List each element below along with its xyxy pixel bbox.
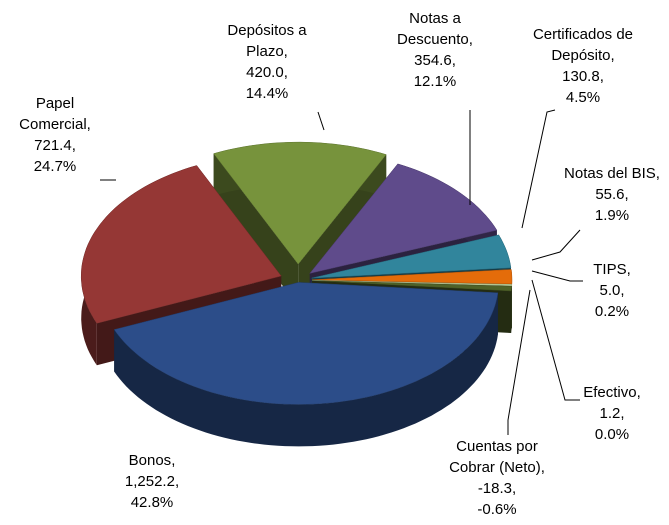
- leader-line: [317, 111, 325, 131]
- category-label: Depósitos a Plazo: [227, 22, 307, 60]
- value-label: 1,252.2: [124, 473, 175, 490]
- separator: ,: [451, 52, 456, 69]
- slice: [311, 280, 513, 292]
- percent-label: 42.8%: [130, 494, 174, 511]
- data-label: Notas del BIS, 55.6, 1.9%: [557, 163, 667, 226]
- category-label: Certificados de Depósito: [532, 26, 634, 64]
- separator: ,: [174, 473, 180, 490]
- value-label: -18.3: [477, 480, 513, 497]
- percent-label: 0.0%: [594, 426, 630, 443]
- data-label: Cuentas por Cobrar (Neto), -18.3, -0.6%: [432, 436, 562, 520]
- separator: ,: [468, 31, 473, 48]
- value-label: 721.4: [34, 137, 72, 154]
- value-label: 5.0: [599, 282, 621, 299]
- value-label: 55.6: [595, 186, 625, 203]
- value-label: 354.6: [414, 52, 452, 69]
- value-label: 420.0: [246, 64, 284, 81]
- leader-line: [531, 270, 583, 282]
- value-label: 130.8: [562, 68, 600, 85]
- leader-line: [531, 229, 581, 261]
- data-label: Papel Comercial, 721.4, 24.7%: [5, 93, 105, 177]
- separator: ,: [655, 165, 660, 182]
- separator: ,: [610, 47, 615, 64]
- slice-wall: [114, 292, 498, 447]
- slice: [311, 234, 512, 279]
- separator: ,: [512, 480, 517, 497]
- slice: [311, 269, 513, 285]
- slice-wall: [511, 286, 512, 333]
- data-label: Depósitos a Plazo, 420.0, 14.4%: [212, 20, 322, 104]
- percent-label: 14.4%: [245, 85, 289, 102]
- data-label: Certificados de Depósito, 130.8, 4.5%: [518, 24, 648, 108]
- slice: [113, 282, 499, 405]
- separator: ,: [620, 282, 625, 299]
- percent-label: 12.1%: [413, 73, 457, 90]
- separator: ,: [171, 452, 176, 469]
- separator: ,: [71, 137, 76, 154]
- separator: ,: [540, 459, 545, 476]
- separator: ,: [86, 116, 91, 133]
- value-label: 1.2: [599, 405, 621, 422]
- category-label: TIPS: [593, 261, 627, 278]
- category-label: Papel Comercial: [19, 95, 87, 133]
- data-label: TIPS, 5.0, 0.2%: [582, 259, 642, 322]
- slice-side: [213, 153, 299, 307]
- separator: ,: [283, 64, 288, 81]
- percent-label: 1.9%: [594, 207, 630, 224]
- percent-label: 0.2%: [594, 303, 630, 320]
- percent-label: -0.6%: [477, 501, 517, 518]
- separator: ,: [620, 405, 625, 422]
- separator: ,: [599, 68, 604, 85]
- separator: ,: [626, 261, 631, 278]
- percent-label: 24.7%: [33, 158, 77, 175]
- leader-line: [521, 109, 556, 229]
- category-label: Efectivo: [583, 384, 637, 401]
- separator: ,: [636, 384, 641, 401]
- separator: ,: [283, 43, 288, 60]
- leader-line: [507, 289, 531, 435]
- category-label: Notas a Descuento: [397, 10, 469, 48]
- category-label: Cuentas por Cobrar (Neto): [449, 438, 541, 476]
- data-label: Efectivo, 1.2, 0.0%: [572, 382, 652, 445]
- data-label: Notas a Descuento, 354.6, 12.1%: [385, 8, 485, 92]
- leader-line: [531, 279, 580, 401]
- category-label: Bonos: [128, 452, 172, 469]
- category-label: Notas del BIS: [564, 165, 656, 182]
- separator: ,: [624, 186, 629, 203]
- slice: [309, 163, 498, 274]
- slice: [213, 141, 387, 265]
- percent-label: 4.5%: [565, 89, 601, 106]
- slice: [80, 165, 282, 324]
- data-label: Bonos, 1,252.2, 42.8%: [102, 450, 202, 513]
